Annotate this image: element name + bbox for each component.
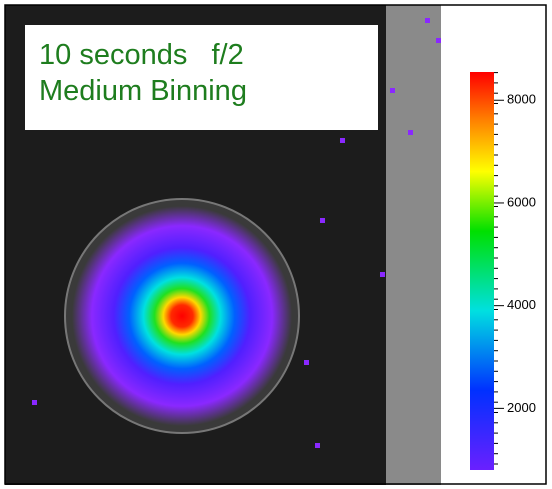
tick-label: 4000 [507,297,536,312]
tick-label: 6000 [507,194,536,209]
tick-label: 8000 [507,92,536,107]
annotation-line: 10 seconds f/2 [39,37,378,73]
tick-label: 2000 [507,400,536,415]
colorbar [470,72,494,470]
annotation-box: 10 seconds f/2 Medium Binning [25,25,378,130]
annotation-line: Medium Binning [39,73,378,109]
luminescence [72,206,292,426]
gray-strip [386,5,441,485]
screenshot: 2000 4000 6000 8000 10 seconds f/2 Medium B… [0,0,552,489]
